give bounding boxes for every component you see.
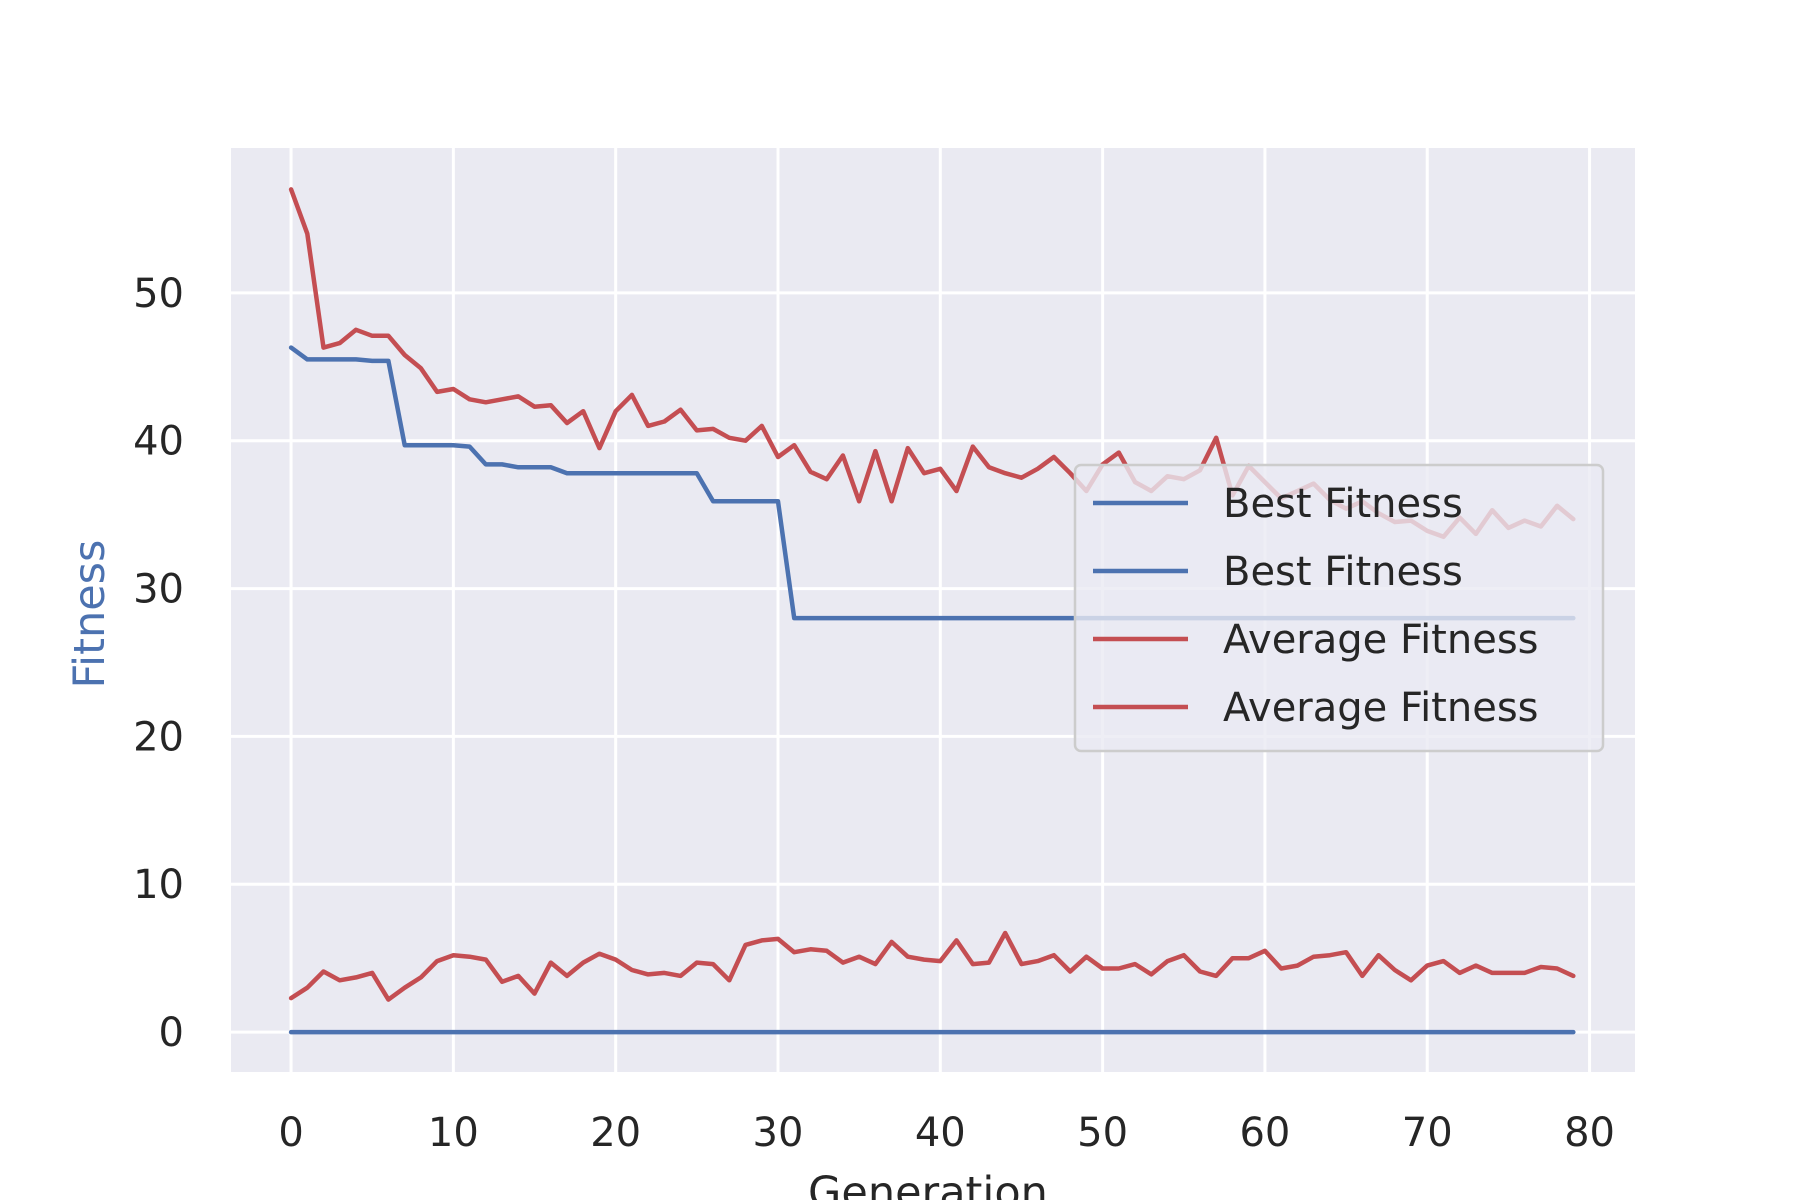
x-tick-label: 30 xyxy=(753,1110,804,1156)
x-tick-label: 10 xyxy=(428,1110,479,1156)
legend-label: Best Fitness xyxy=(1223,481,1463,527)
y-axis-title: Fitness xyxy=(65,540,115,689)
x-tick-label: 20 xyxy=(590,1110,641,1156)
legend-label: Average Fitness xyxy=(1223,685,1539,731)
x-tick-label: 80 xyxy=(1564,1110,1615,1156)
series-line-4 xyxy=(288,930,1576,1002)
y-tick-label: 30 xyxy=(133,567,184,613)
x-tick-label: 40 xyxy=(915,1110,966,1156)
x-tick-label: 50 xyxy=(1077,1110,1128,1156)
x-axis-title: Generation xyxy=(808,1168,1048,1200)
tick-labels: 0 10 20 30 40 50 60 70 80 0 10 20 30 40 50 xyxy=(133,271,1615,1156)
y-tick-label: 40 xyxy=(133,419,184,465)
x-tick-label: 70 xyxy=(1402,1110,1453,1156)
y-tick-label: 0 xyxy=(159,1010,184,1056)
y-tick-label: 50 xyxy=(133,271,184,317)
x-tick-label: 0 xyxy=(278,1110,303,1156)
x-tick-label: 60 xyxy=(1239,1110,1290,1156)
legend-label: Average Fitness xyxy=(1223,617,1539,663)
legend: Best Fitness Best Fitness Average Fitness A… xyxy=(1073,463,1605,753)
y-tick-label: 20 xyxy=(133,714,184,760)
legend-box xyxy=(1073,463,1605,753)
legend-label: Best Fitness xyxy=(1223,549,1463,595)
y-tick-label: 10 xyxy=(133,862,184,908)
